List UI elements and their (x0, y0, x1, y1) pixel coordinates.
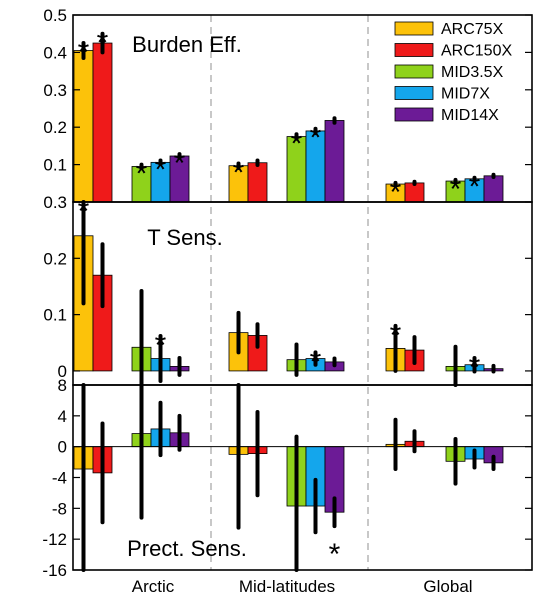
legend-label-mid35x: MID3.5X (441, 64, 504, 81)
y-tick-label: -4 (52, 469, 67, 488)
significance-star: * (469, 351, 481, 384)
category-label-global: Global (423, 577, 472, 596)
significance-star: * (78, 195, 90, 228)
y-tick-label: -16 (42, 561, 67, 580)
y-tick-label: 4 (58, 407, 67, 426)
y-tick-label: -8 (52, 499, 67, 518)
significance-star: * (310, 122, 322, 155)
legend-swatch-mid35x (394, 64, 434, 79)
y-tick-label: -12 (42, 530, 67, 549)
y-tick-label: 0.4 (43, 43, 67, 62)
significance-star: * (390, 319, 402, 352)
y-tick-label: 8 (58, 376, 67, 395)
legend-swatch-mid14x (394, 107, 434, 122)
region-dividers (210, 15, 369, 570)
panel-title-0: Burden Eff. (132, 32, 242, 57)
bar-burdeneff-ARC75X-0 (73, 50, 94, 203)
legend-swatch-mid7x (394, 86, 434, 100)
significance-star: * (390, 176, 402, 209)
panel-title-2: Prect. Sens. (127, 536, 247, 561)
significance-star: * (450, 173, 462, 206)
error-bars (81, 31, 496, 572)
significance-star: * (78, 36, 90, 69)
legend: ARC75X ARC150X MID3.5X MID7X MID14X (394, 21, 512, 124)
significance-star: * (155, 329, 167, 362)
legend-label-arc75x: ARC75X (441, 21, 504, 38)
category-label-arctic: Arctic (132, 577, 175, 596)
bar-burdeneff-ARC150X-2 (247, 162, 268, 203)
y-tick-label: 0.5 (43, 6, 67, 25)
y-tick-label: 0.1 (43, 156, 67, 175)
significance-star: * (97, 27, 109, 60)
y-tick-label: 0 (58, 438, 67, 457)
bar-burdeneff-MID14X-5 (483, 175, 504, 203)
significance-star: * (291, 127, 303, 160)
y-tick-label: 0.1 (43, 306, 67, 325)
bar-burdeneff-ARC150X-0 (92, 42, 113, 203)
significance-star: * (469, 171, 481, 204)
significance-star: * (155, 153, 167, 186)
bars (73, 42, 504, 513)
significance-star: * (310, 345, 322, 378)
legend-label-mid7x: MID7X (441, 86, 490, 103)
category-label-midlatitudes: Mid-latitudes (239, 577, 335, 596)
panel-title-1: T Sens. (147, 225, 222, 250)
legend-swatch-arc75x (394, 21, 434, 36)
significance-star: * (174, 147, 186, 180)
y-tick-label: 0.2 (43, 118, 67, 137)
significance-star: * (136, 158, 148, 191)
y-tick-label: 0.3 (43, 193, 67, 212)
y-tick-label: 0.2 (43, 249, 67, 268)
bar-burdeneff-MID14X-3 (324, 120, 345, 203)
y-tick-label: 0 (58, 362, 67, 381)
significance-star: * (233, 156, 245, 189)
legend-swatch-arc150x (394, 43, 434, 57)
y-tick-label: 0.3 (43, 81, 67, 100)
legend-label-arc150x: ARC150X (441, 43, 512, 60)
significance-star: * (329, 538, 341, 571)
legend-label-mid14x: MID14X (441, 107, 499, 124)
axis-ticks (73, 14, 532, 571)
